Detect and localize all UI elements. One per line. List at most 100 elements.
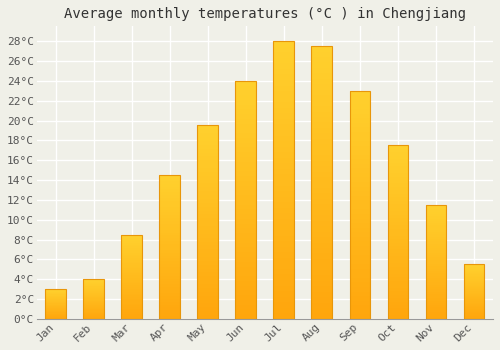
Bar (274, 47, 294, 52)
Bar (312, 215, 332, 221)
Bar (84, 294, 104, 295)
Bar (46, 291, 66, 292)
Bar (350, 150, 370, 155)
Bar (350, 228, 370, 232)
Bar (464, 317, 484, 318)
Bar (236, 257, 256, 262)
Bar (198, 137, 218, 141)
Bar (198, 307, 218, 311)
Bar (274, 113, 294, 119)
Bar (388, 315, 408, 319)
Bar (274, 247, 294, 252)
Bar (388, 253, 408, 257)
Bar (274, 180, 294, 186)
Bar (274, 97, 294, 102)
Bar (160, 310, 180, 313)
Bar (464, 309, 484, 310)
Bar (464, 284, 484, 285)
Bar (388, 211, 408, 215)
Bar (388, 173, 408, 176)
Bar (236, 286, 256, 290)
Bar (312, 221, 332, 226)
Bar (464, 318, 484, 319)
Bar (160, 296, 180, 299)
Bar (236, 266, 256, 271)
Bar (388, 194, 408, 197)
Bar (236, 200, 256, 205)
Bar (122, 280, 142, 282)
Bar (350, 187, 370, 191)
Bar (198, 176, 218, 180)
Bar (350, 132, 370, 136)
Bar (464, 305, 484, 306)
Bar (274, 63, 294, 69)
Bar (426, 305, 446, 308)
Bar (388, 187, 408, 190)
Bar (388, 308, 408, 312)
Bar (464, 298, 484, 299)
Bar (160, 267, 180, 270)
Bar (84, 302, 104, 303)
Bar (312, 182, 332, 188)
Bar (426, 228, 446, 230)
Bar (84, 299, 104, 300)
Bar (312, 232, 332, 237)
Bar (426, 205, 446, 319)
Bar (198, 245, 218, 249)
Bar (160, 281, 180, 284)
Bar (464, 308, 484, 309)
Bar (160, 287, 180, 290)
Bar (122, 275, 142, 277)
Bar (350, 214, 370, 218)
Bar (274, 41, 294, 319)
Bar (274, 280, 294, 286)
Bar (464, 312, 484, 314)
Bar (236, 152, 256, 157)
Bar (388, 204, 408, 208)
Bar (160, 178, 180, 181)
Bar (388, 305, 408, 308)
Bar (388, 232, 408, 236)
Bar (122, 240, 142, 241)
Bar (122, 257, 142, 258)
Bar (122, 250, 142, 251)
Bar (426, 308, 446, 310)
Bar (160, 184, 180, 187)
Bar (388, 229, 408, 232)
Bar (236, 157, 256, 162)
Bar (84, 279, 104, 319)
Bar (464, 307, 484, 308)
Bar (198, 156, 218, 160)
Bar (274, 102, 294, 108)
Bar (464, 280, 484, 281)
Bar (46, 292, 66, 293)
Bar (426, 312, 446, 314)
Bar (426, 223, 446, 225)
Bar (236, 147, 256, 152)
Bar (160, 293, 180, 296)
Bar (122, 307, 142, 309)
Bar (236, 300, 256, 304)
Bar (274, 152, 294, 158)
Bar (122, 278, 142, 280)
Bar (388, 239, 408, 243)
Bar (350, 123, 370, 127)
Bar (236, 276, 256, 281)
Bar (274, 158, 294, 163)
Bar (84, 317, 104, 318)
Bar (274, 224, 294, 230)
Bar (122, 284, 142, 285)
Bar (274, 302, 294, 308)
Bar (198, 218, 218, 222)
Bar (198, 149, 218, 153)
Bar (236, 209, 256, 214)
Bar (312, 68, 332, 74)
Bar (464, 285, 484, 286)
Bar (198, 168, 218, 172)
Bar (312, 226, 332, 232)
Bar (160, 224, 180, 227)
Bar (388, 208, 408, 211)
Bar (426, 221, 446, 223)
Bar (464, 268, 484, 269)
Bar (84, 301, 104, 302)
